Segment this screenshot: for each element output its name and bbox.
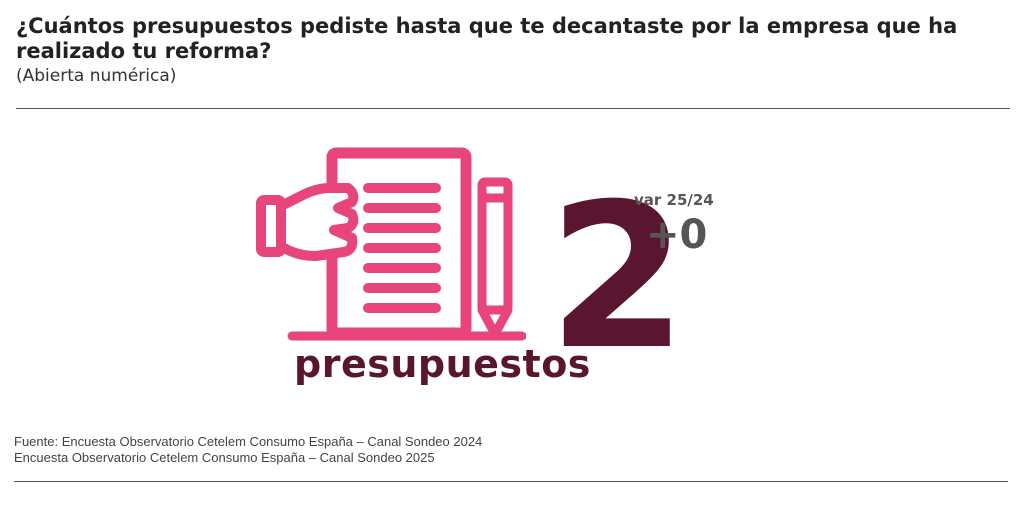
hand-holding-document-with-pencil-icon bbox=[256, 147, 526, 341]
stat-value: 2 bbox=[548, 161, 688, 394]
question-title: ¿Cuántos presupuestos pediste hasta que … bbox=[16, 14, 958, 63]
unit-label: presupuestos bbox=[294, 342, 591, 386]
question-type: (Abierta numérica) bbox=[16, 66, 177, 86]
bottom-divider bbox=[14, 481, 1008, 482]
source-note: Fuente: Encuesta Observatorio Cetelem Co… bbox=[14, 434, 482, 466]
variation-value: +0 bbox=[646, 212, 708, 258]
header: ¿Cuántos presupuestos pediste hasta que … bbox=[16, 14, 1006, 86]
variation-label: var 25/24 bbox=[634, 191, 714, 209]
top-divider bbox=[16, 108, 1010, 109]
source-line: Encuesta Observatorio Cetelem Consumo Es… bbox=[14, 450, 435, 465]
source-line: Fuente: Encuesta Observatorio Cetelem Co… bbox=[14, 434, 483, 449]
